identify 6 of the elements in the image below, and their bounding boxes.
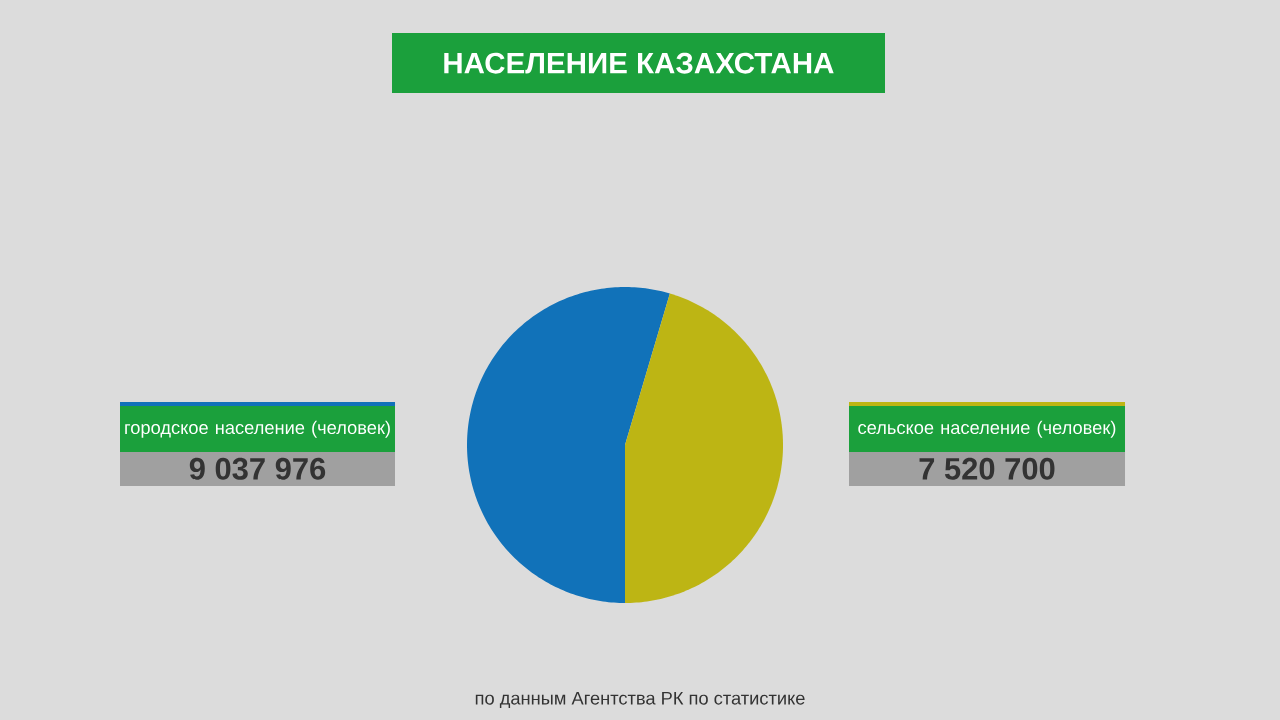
slice-label: городское население (человек) bbox=[125, 420, 390, 438]
slice-label: сельское население (человек) bbox=[858, 420, 1116, 438]
text: по данным Агентства РК по статистике bbox=[475, 691, 805, 709]
data-label: 7 520 700 bbox=[919, 457, 1055, 480]
chart-title: НАСЕЛЕНИЕ КАЗАХСТАНА bbox=[444, 52, 834, 74]
data-label: 9 037 976 bbox=[189, 457, 326, 480]
